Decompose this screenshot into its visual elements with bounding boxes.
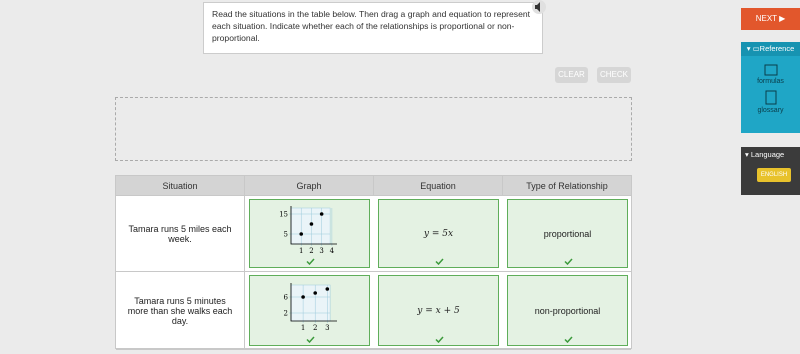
x-tick-label: 2 (312, 324, 316, 332)
english-button[interactable]: ENGLISH (757, 168, 791, 182)
graph-cell: 1 2 3 4 5 15 (249, 199, 370, 268)
header: Situation (116, 176, 245, 196)
check-mark (563, 258, 573, 265)
graph: 1 2 326 (283, 282, 337, 332)
x-tick-label: 1 (300, 324, 304, 332)
check-mark (434, 258, 444, 265)
axes (290, 282, 337, 321)
next-button[interactable]: NEXT ▶ (741, 8, 800, 30)
grid-area (290, 284, 330, 321)
check-icon (305, 336, 315, 343)
grid-area (290, 207, 330, 244)
row-border (116, 271, 631, 272)
check-mark (305, 258, 315, 265)
check-mark (563, 336, 573, 343)
check-icon (563, 336, 573, 343)
data-point (325, 286, 329, 291)
data-point (298, 231, 303, 236)
situation: Tamara runs 5 minutes more than she walk… (116, 272, 245, 350)
check-icon (434, 336, 444, 343)
glossary-link[interactable]: glossary (757, 107, 784, 114)
equation: y = x + 5 (417, 305, 460, 316)
x-tick-label: 3 (319, 247, 323, 255)
data-point (312, 290, 317, 295)
reference-panel: ▾ ▭Reference formulas glossary (741, 42, 800, 133)
check-mark (434, 336, 444, 343)
x-tick-label: 4 (329, 247, 334, 255)
type-cell: non-proportional (507, 275, 628, 346)
header: Graph (245, 176, 374, 196)
header: Equation (374, 176, 503, 196)
drop-area[interactable] (115, 97, 632, 161)
audio-button[interactable] (531, 0, 547, 14)
table: Situation Graph Equation Type of Relatio… (115, 175, 632, 350)
formulas-icon (764, 64, 777, 76)
check-mark (305, 336, 315, 343)
row-border (116, 349, 631, 350)
check-button[interactable]: CHECK (597, 67, 631, 83)
instructions: Read the situations in the table below. … (203, 2, 543, 54)
x-tick-label: 3 (325, 324, 329, 332)
y-tick-label: 5 (283, 230, 287, 238)
check-icon (305, 258, 315, 265)
data-point (300, 294, 305, 299)
glossary-icon (765, 90, 776, 105)
relationship-type: proportional (543, 228, 592, 239)
equation: y = 5x (423, 228, 454, 239)
equation-cell: y = x + 5 (378, 275, 499, 346)
y-tick-label: 2 (283, 309, 287, 317)
clear-button[interactable]: CLEAR (555, 67, 588, 83)
formulas-link[interactable]: formulas (757, 78, 784, 85)
equation-cell: y = 5x (378, 199, 499, 268)
reference-label: Reference (759, 44, 795, 53)
data-point (319, 211, 323, 216)
axes (290, 205, 337, 244)
y-tick-label: 6 (283, 293, 288, 301)
y-tick-label: 15 (279, 210, 288, 218)
header: Type of Relationship (503, 176, 631, 196)
language-label: Language (750, 150, 785, 159)
language-panel: ▾ Language ENGLISH (741, 147, 800, 195)
x-tick-label: 1 (298, 247, 302, 255)
data-point (309, 221, 313, 226)
x-tick-label: 2 (309, 247, 313, 255)
next-label: NEXT (755, 14, 777, 23)
check-icon (434, 258, 444, 265)
type-cell: proportional (507, 199, 628, 268)
reference-header[interactable]: ▾ ▭Reference (741, 42, 800, 56)
check-icon (563, 258, 573, 265)
situation: Tamara runs 5 miles each week. (116, 196, 245, 272)
relationship-type: non-proportional (534, 305, 601, 316)
graph: 1 2 3 4 5 15 (279, 205, 337, 255)
